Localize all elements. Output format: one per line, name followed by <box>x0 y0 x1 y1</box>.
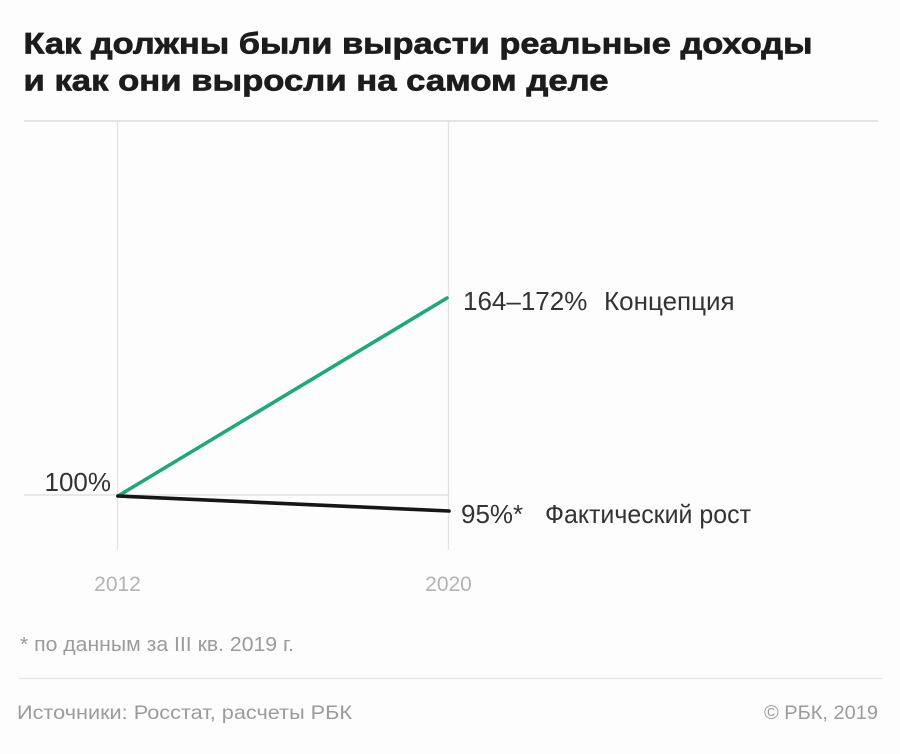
svg-text:и как они выросли на самом дел: и как они выросли на самом деле <box>24 65 609 98</box>
svg-text:Концепция: Концепция <box>604 286 735 316</box>
svg-text:Фактический рост: Фактический рост <box>545 499 751 529</box>
svg-text:95%*: 95%* <box>461 499 523 529</box>
svg-text:100%: 100% <box>45 467 112 497</box>
svg-text:Как должны были вырасти реальн: Как должны были вырасти реальные доходы <box>24 28 813 61</box>
svg-text:164–172%: 164–172% <box>463 286 587 316</box>
svg-text:2012: 2012 <box>94 573 141 596</box>
svg-text:* по данным за III кв. 2019 г.: * по данным за III кв. 2019 г. <box>20 634 294 656</box>
svg-text:2020: 2020 <box>425 573 472 596</box>
svg-text:© РБК, 2019: © РБК, 2019 <box>764 702 878 724</box>
svg-text:Источники: Росстат, расчеты РБ: Источники: Росстат, расчеты РБК <box>17 702 353 724</box>
